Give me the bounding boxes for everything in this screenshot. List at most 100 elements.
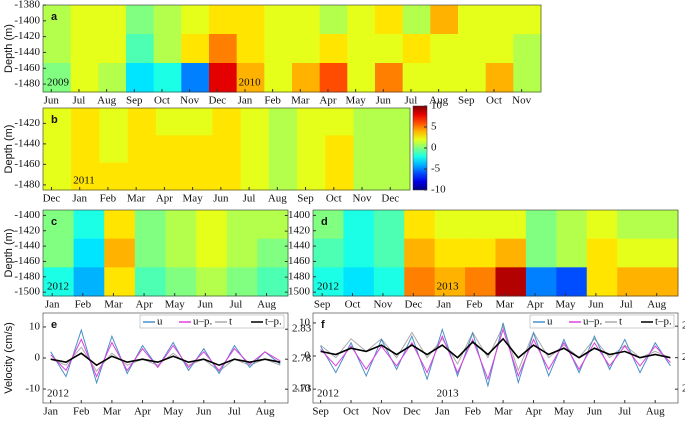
y2-tick-label: 2.65 — [682, 383, 685, 395]
x-tick-label: Mar — [495, 299, 514, 311]
y-tick-label: -1460 — [14, 158, 40, 170]
plot-frame — [312, 312, 679, 404]
heat-cell — [343, 238, 375, 268]
x-tick-label: Aug — [429, 95, 448, 107]
year-label: 2009 — [47, 77, 70, 89]
heat-cell — [430, 5, 459, 35]
x-tick-label: Jun — [588, 299, 604, 311]
x-tick-label: May — [165, 299, 186, 311]
heat-cell — [153, 63, 182, 93]
heat-cell — [381, 162, 411, 191]
heat-cell — [353, 162, 383, 191]
heat-cell — [165, 267, 197, 297]
x-tick-label: Feb — [100, 193, 117, 205]
heat-cell — [495, 210, 527, 240]
heat-cell — [586, 210, 618, 240]
heat-cell — [196, 238, 228, 268]
x-tick-label: Sep — [126, 95, 143, 107]
heat-cell — [43, 210, 75, 240]
y-tick-label: -10 — [295, 383, 310, 395]
heat-cell — [292, 34, 321, 64]
heat-cell — [495, 238, 527, 268]
x-tick-label: Aug — [647, 299, 666, 311]
y-tick-label: -1440 — [14, 46, 40, 58]
heat-cell — [292, 5, 321, 35]
heat-cell — [458, 34, 487, 64]
y-axis-title: Depth (m) — [3, 125, 15, 174]
heat-cell — [297, 162, 326, 191]
heat-cell — [495, 267, 527, 297]
heat-cell — [404, 267, 436, 297]
x-tick-label: Mar — [104, 299, 123, 311]
x-tick-label: Dec — [405, 299, 423, 311]
y-tick-label: -1480 — [14, 78, 40, 90]
heat-cell — [404, 238, 436, 268]
year-label: 2010 — [239, 77, 262, 89]
series-line — [320, 337, 671, 359]
heat-cell — [212, 135, 242, 164]
heat-cell — [240, 135, 270, 164]
heat-cell — [313, 238, 344, 268]
heat-cell — [343, 210, 375, 240]
panel-letter: e — [51, 319, 57, 331]
heat-cell — [43, 238, 75, 268]
x-tick-label: May — [554, 406, 575, 418]
heat-cell — [71, 162, 100, 191]
heat-cell — [268, 162, 298, 191]
series-line — [320, 327, 671, 381]
y-axis-title: Velocity (cm/s) — [3, 322, 15, 394]
x-tick-label: Nov — [373, 299, 392, 311]
year-label: 2012 — [317, 281, 339, 293]
heat-cell — [319, 63, 348, 93]
heat-cell — [513, 5, 542, 35]
x-tick-label: May — [346, 95, 367, 107]
heat-cell — [127, 162, 157, 191]
heat-cell — [404, 210, 436, 240]
year-label: 2012 — [317, 388, 339, 400]
heat-cell — [226, 267, 258, 297]
y2-tick-label: 2.83 — [292, 323, 312, 335]
x-tick-label: Apr — [134, 406, 151, 418]
heat-cell — [153, 34, 182, 64]
heat-cell — [71, 135, 100, 164]
y2-tick-label: 2.75 — [682, 320, 685, 332]
x-tick-label: Jul — [73, 95, 86, 107]
y-tick-label: -1500 — [284, 286, 310, 298]
y-tick-label: -1440 — [284, 240, 310, 252]
x-tick-label: Jan — [435, 406, 450, 418]
heat-cell — [184, 162, 213, 191]
heat-cell — [104, 238, 136, 268]
heat-cell — [465, 238, 496, 268]
heat-cell — [347, 63, 376, 93]
x-tick-label: Dec — [403, 406, 421, 418]
heat-cell — [402, 34, 431, 64]
heat-cell — [184, 108, 213, 136]
heat-cell — [485, 63, 514, 93]
x-tick-label: Feb — [264, 95, 281, 107]
x-tick-label: Nov — [180, 95, 199, 107]
heat-cell — [381, 135, 411, 164]
heat-cell — [257, 267, 289, 297]
x-tick-label: May — [183, 193, 204, 205]
heat-cell — [73, 267, 105, 297]
x-tick-label: Nov — [372, 406, 391, 418]
heat-cell — [434, 210, 466, 240]
heat-cell — [73, 238, 105, 268]
y-tick-label: -1460 — [284, 255, 310, 267]
panel-letter: f — [321, 319, 325, 331]
heat-cell — [240, 108, 270, 136]
heat-cell — [99, 162, 129, 191]
heat-cell — [70, 5, 99, 35]
heat-cell — [325, 135, 355, 164]
heat-cell — [325, 108, 355, 136]
heat-cell — [153, 5, 182, 35]
y-tick-label: -1500 — [14, 286, 40, 298]
heat-cell — [155, 108, 185, 136]
panel-letter: b — [51, 114, 58, 126]
x-tick-label: Jan — [72, 193, 87, 205]
x-tick-label: Jan — [238, 95, 253, 107]
x-tick-label: Oct — [345, 299, 361, 311]
y-tick-label: -1480 — [14, 178, 40, 190]
y2-tick-label: 2.7 — [682, 351, 685, 363]
